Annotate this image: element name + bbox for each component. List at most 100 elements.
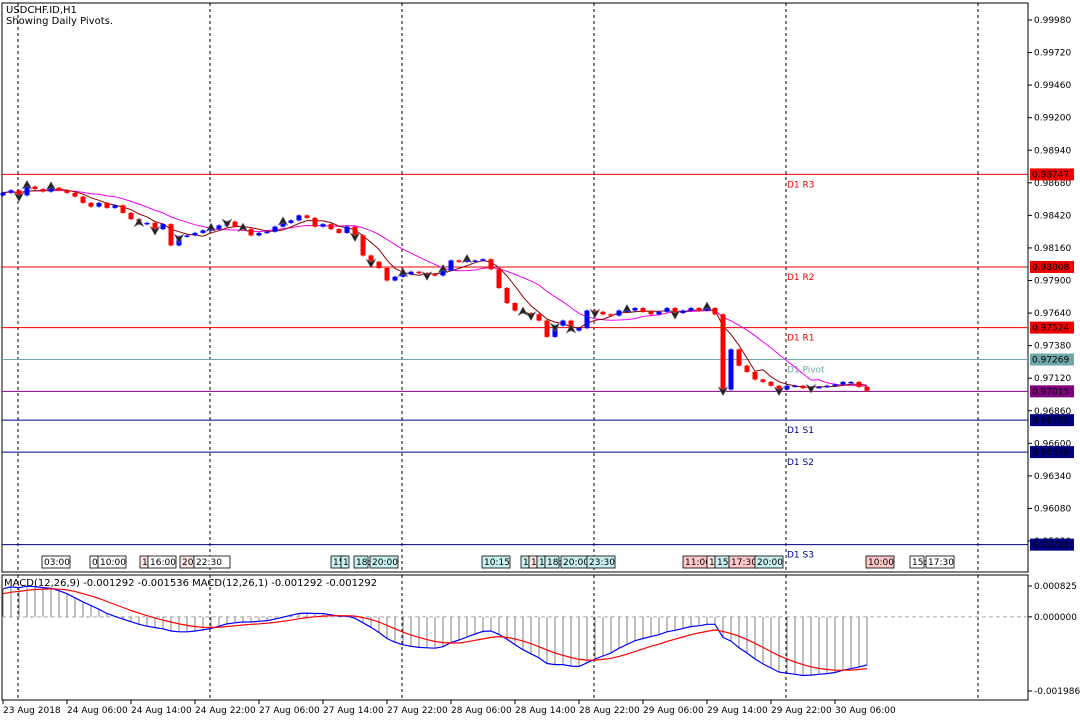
candle-body: [448, 260, 454, 271]
candle-body: [128, 212, 134, 220]
candle-body: [680, 310, 686, 314]
candle-body: [744, 365, 750, 372]
y-tick-label: 0.98680: [1034, 179, 1071, 189]
candle-body: [216, 225, 222, 230]
time-mark-label: 1: [539, 558, 545, 568]
chart-symbol-label: USDCHF.ID,H1: [6, 5, 77, 16]
fractal-down-arrow: [549, 322, 561, 333]
fractal-down-arrow: [717, 386, 729, 397]
pivot-name-label: D1 R2: [787, 273, 815, 283]
fractal-down-arrow: [525, 310, 537, 322]
price-tag-box: [1030, 446, 1074, 459]
price-tag-label: 0.95791: [1032, 541, 1069, 551]
candle-body: [8, 190, 14, 193]
candle-body: [96, 202, 102, 207]
candle-body: [864, 386, 870, 391]
time-mark-label: 15:: [912, 558, 926, 568]
candle-body: [392, 276, 398, 281]
candle-body: [352, 226, 358, 236]
candle-body: [736, 349, 742, 366]
candle-body: [512, 303, 518, 311]
candle-body: [752, 371, 758, 380]
candle-body: [656, 311, 662, 315]
candle-body: [184, 235, 190, 237]
fractal-up-arrow: [45, 181, 57, 192]
time-mark-label: 18:: [547, 558, 561, 568]
candle-body: [576, 328, 582, 331]
candle-body: [712, 308, 718, 315]
pivot-name-label: D1 R3: [787, 180, 815, 190]
fractal-up-arrow: [517, 306, 529, 317]
candle-body: [368, 255, 374, 262]
fractal-up-arrow: [621, 303, 633, 314]
candle-body: [288, 220, 294, 223]
y-tick-label: 0.97380: [1034, 342, 1071, 352]
candle-body: [784, 385, 790, 390]
macd-scale-label: 0.000825: [1034, 582, 1077, 592]
candle-body: [264, 231, 270, 234]
y-tick-label: 0.99980: [1034, 16, 1071, 26]
fractal-up-arrow: [565, 323, 577, 335]
candle-body: [624, 310, 630, 313]
candle-body: [152, 222, 158, 230]
candle-body: [648, 311, 654, 315]
price-tag-label: 0.98008: [1032, 263, 1069, 273]
fractal-down-arrow: [349, 231, 361, 243]
time-mark-label: 15:: [717, 558, 731, 568]
time-mark-label: 03:00: [44, 558, 70, 568]
candle-body: [320, 224, 326, 227]
candle-body: [800, 385, 806, 389]
time-mark-chip: [41, 555, 71, 569]
time-mark-label: 20:00: [757, 558, 783, 568]
y-tick-label: 0.99200: [1034, 114, 1071, 124]
time-mark-label: 1: [709, 558, 715, 568]
candle-body: [168, 224, 174, 246]
x-tick-label: 28 Aug 14:00: [515, 706, 576, 716]
candle-body: [592, 310, 598, 313]
price-tag-label: 0.97524: [1032, 324, 1069, 334]
candle-body: [696, 308, 702, 311]
price-tag-label: 0.97015: [1032, 387, 1069, 397]
fractal-down-arrow: [149, 225, 161, 236]
price-tag-label: 0.98747: [1032, 170, 1069, 180]
candle-body: [832, 384, 838, 386]
fractal-down-arrow: [221, 218, 233, 229]
candle-body: [824, 385, 830, 388]
price-tag-box: [1030, 353, 1074, 366]
candle-body: [424, 272, 430, 275]
time-mark-chip: [353, 555, 369, 569]
time-mark-label: 0: [92, 558, 98, 568]
time-mark-chip: [97, 555, 127, 569]
candles-group: [0, 185, 870, 392]
time-mark-chip: [586, 555, 616, 569]
y-tick-label: 0.99460: [1034, 81, 1071, 91]
candle-body: [440, 270, 446, 276]
candle-body: [528, 313, 534, 315]
price-tag-box: [1030, 385, 1074, 398]
candle-body: [688, 308, 694, 311]
x-tick-label: 28 Aug 22:00: [579, 706, 640, 716]
x-tick-label: 23 Aug 2018: [3, 706, 61, 716]
candle-body: [856, 381, 862, 387]
time-mark-label: 16:00: [150, 558, 176, 568]
fractal-up-arrow: [277, 216, 289, 227]
candle-body: [88, 202, 94, 207]
candle-body: [40, 189, 46, 192]
candle-body: [472, 260, 478, 262]
price-tag-box: [1030, 168, 1074, 181]
candle-body: [64, 190, 70, 193]
candle-body: [280, 222, 286, 227]
candle-body: [488, 259, 494, 270]
time-mark-label: 22:30: [196, 558, 222, 568]
candle-body: [584, 310, 590, 329]
x-tick-label: 24 Aug 22:00: [195, 706, 256, 716]
candle-body: [504, 288, 510, 304]
candle-body: [768, 381, 774, 386]
fractal-down-arrow: [589, 308, 601, 319]
time-mark-chip: [865, 555, 895, 569]
time-mark-chip: [147, 555, 177, 569]
time-mark-label: 1: [343, 558, 349, 568]
pivot-name-label: D1 S2: [787, 458, 814, 468]
candle-body: [560, 320, 566, 326]
